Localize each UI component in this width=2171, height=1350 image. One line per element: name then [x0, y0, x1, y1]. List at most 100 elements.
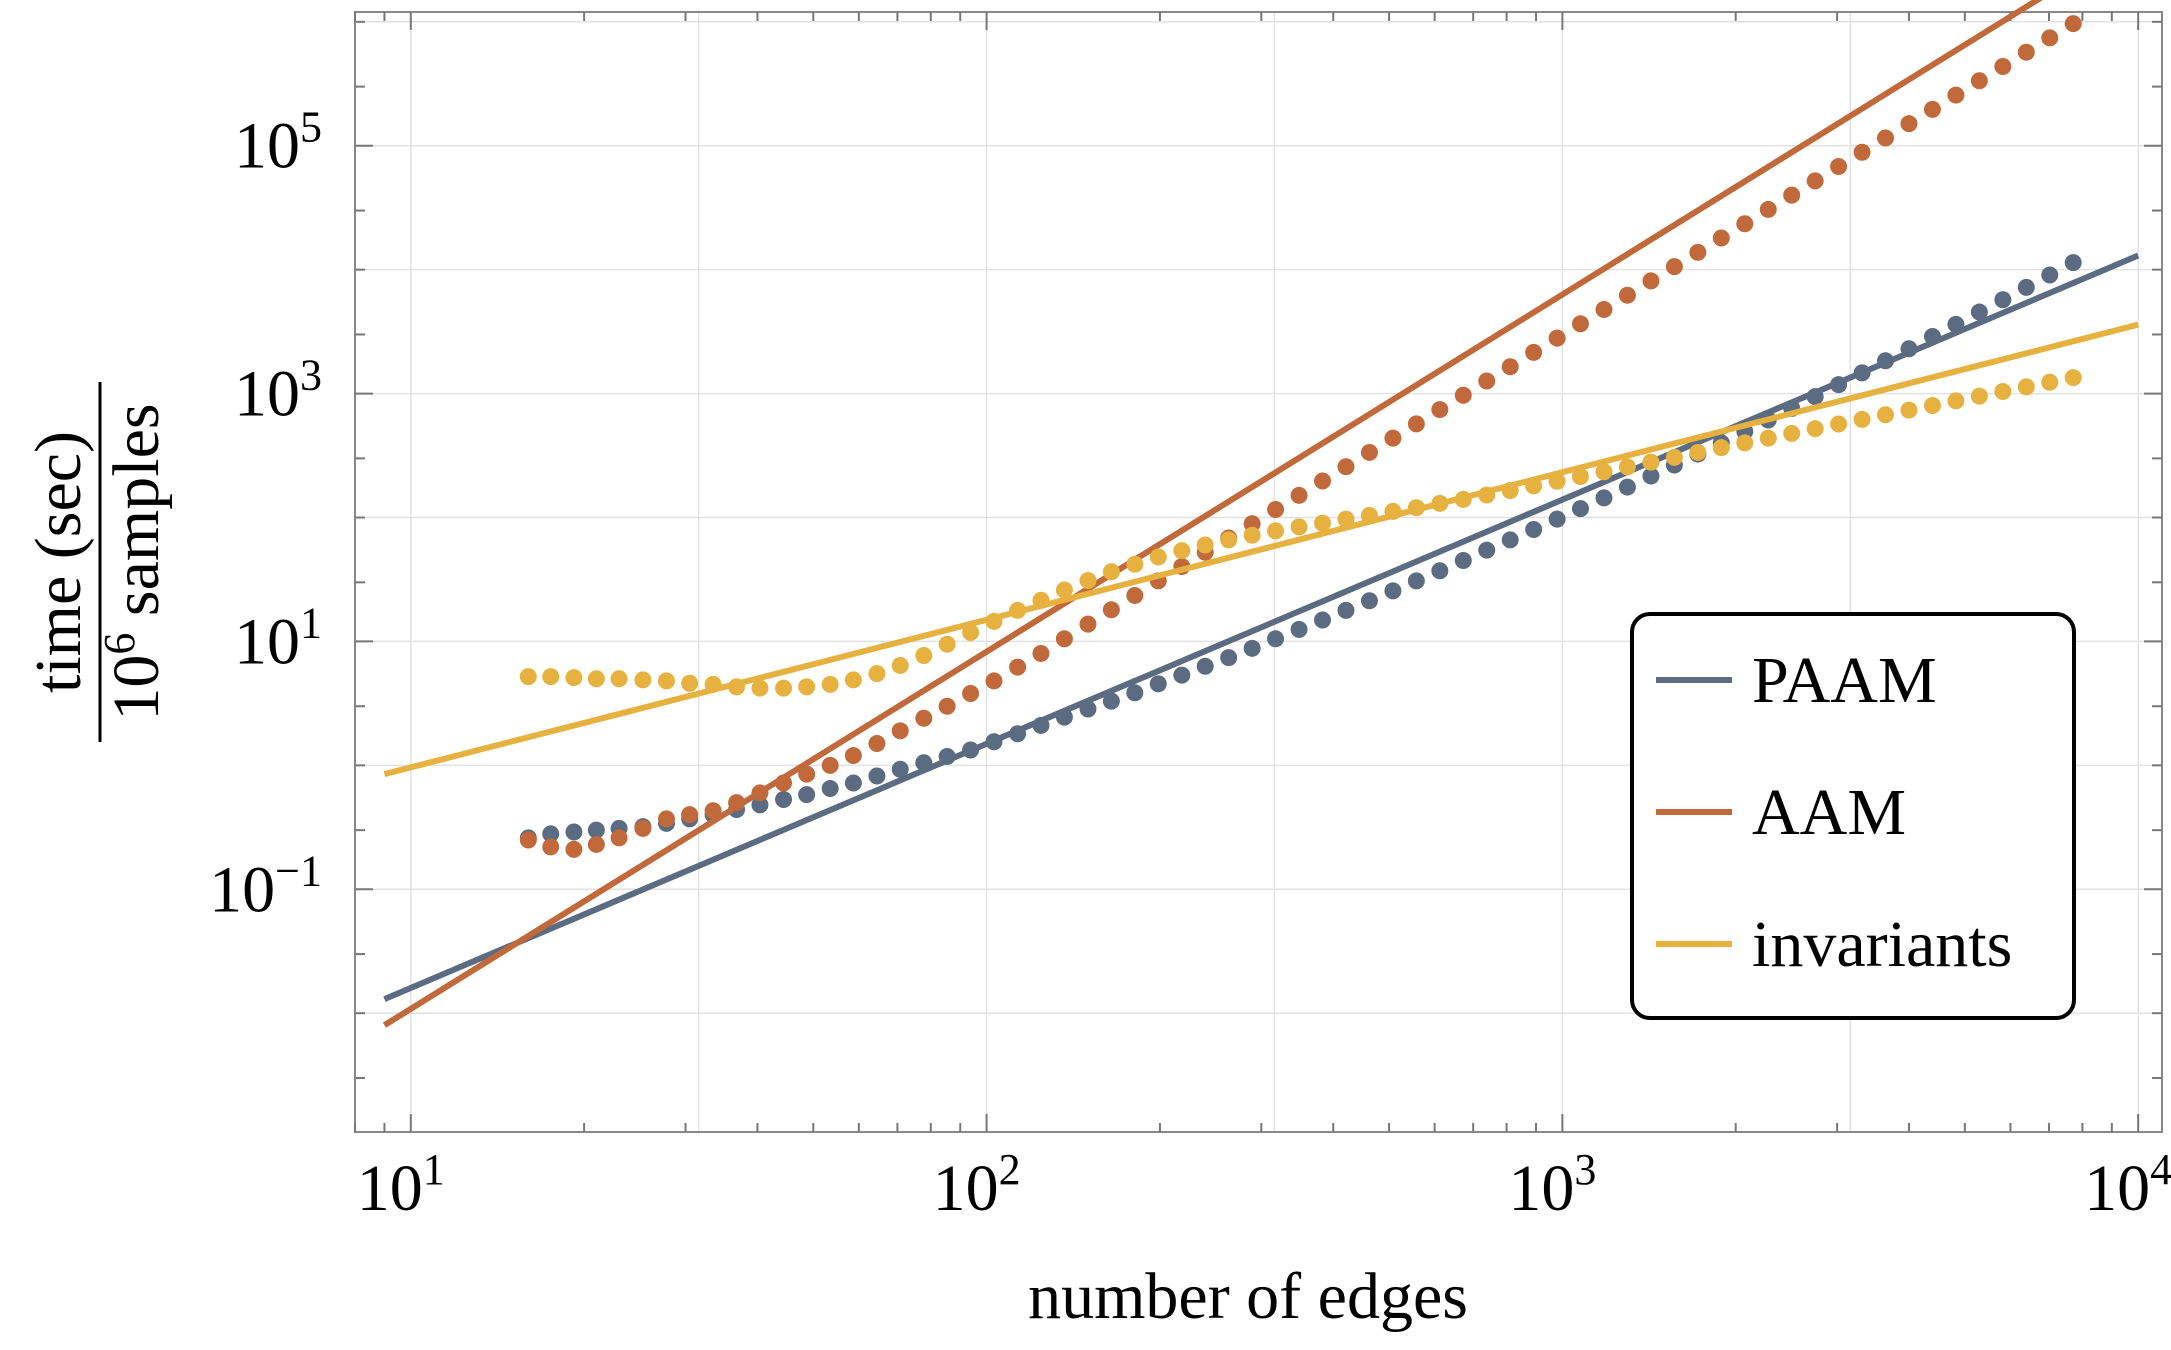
data-point-invariants — [1032, 591, 1050, 609]
data-point-invariants — [728, 678, 746, 696]
data-point-invariants — [1173, 542, 1191, 560]
data-point-aam — [1759, 200, 1777, 218]
data-point-aam — [1595, 301, 1613, 319]
data-point-aam — [891, 722, 909, 740]
data-point-invariants — [1267, 522, 1285, 540]
data-point-invariants — [1689, 443, 1707, 461]
data-point-paam — [962, 741, 980, 759]
data-point-invariants — [844, 671, 862, 689]
data-point-invariants — [1853, 410, 1871, 428]
data-point-aam — [1009, 658, 1027, 676]
data-point-aam — [610, 829, 628, 847]
data-point-aam — [938, 697, 956, 715]
data-point-aam — [1525, 343, 1543, 361]
data-point-aam — [1665, 258, 1683, 276]
data-point-aam — [2064, 15, 2082, 33]
y-tick-label: 105 — [234, 103, 322, 183]
data-point-paam — [985, 733, 1003, 751]
data-point-invariants — [1009, 601, 1027, 619]
data-point-aam — [1689, 243, 1707, 261]
data-point-invariants — [775, 679, 793, 697]
data-point-invariants — [1548, 472, 1566, 490]
data-point-paam — [2064, 254, 2082, 272]
data-point-aam — [1618, 286, 1636, 304]
data-point-invariants — [1079, 572, 1097, 590]
data-point-paam — [1149, 675, 1167, 693]
fit-line-invariants — [383, 321, 2139, 778]
data-point-aam — [1947, 86, 1965, 104]
data-point-invariants — [587, 670, 605, 688]
data-point-invariants — [1243, 526, 1261, 544]
data-point-aam — [657, 810, 675, 828]
legend-box — [1630, 612, 2076, 1020]
x-tick-label-base: 10 — [357, 1152, 423, 1225]
series-layer — [382, 0, 2140, 1028]
data-point-invariants — [1759, 429, 1777, 447]
fit-line-paam — [383, 252, 2140, 1002]
series-paam — [383, 252, 2140, 1002]
data-point-aam — [1431, 401, 1449, 419]
data-point-invariants — [1665, 448, 1683, 466]
data-point-paam — [1102, 692, 1120, 710]
data-point-aam — [1923, 100, 1941, 118]
x-tick-label: 101 — [357, 1145, 445, 1225]
data-point-paam — [1360, 592, 1378, 610]
data-point-paam — [1830, 376, 1848, 394]
data-point-paam — [798, 786, 816, 804]
y-axis-title-denominator-base: 10 — [100, 655, 173, 721]
y-axis-title-denominator-exp: 6 — [95, 633, 144, 655]
data-point-invariants — [2041, 373, 2059, 391]
data-point-paam — [1900, 340, 1918, 358]
data-point-paam — [1970, 303, 1988, 321]
data-point-aam — [634, 819, 652, 837]
data-point-aam — [1712, 229, 1730, 247]
x-tick-label-exp: 1 — [423, 1145, 445, 1194]
data-point-invariants — [751, 679, 769, 697]
data-point-paam — [1314, 611, 1332, 629]
data-point-invariants — [821, 675, 839, 693]
data-point-paam — [915, 754, 933, 772]
data-point-aam — [1102, 601, 1120, 619]
data-point-aam — [704, 802, 722, 820]
y-tick-label: 101 — [234, 598, 322, 678]
data-point-paam — [1032, 716, 1050, 734]
data-point-aam — [915, 709, 933, 727]
data-point-aam — [2017, 43, 2035, 61]
data-point-paam — [1525, 521, 1543, 539]
data-point-paam — [1994, 291, 2012, 309]
data-point-paam — [1243, 639, 1261, 657]
data-point-aam — [821, 756, 839, 774]
data-point-paam — [1642, 467, 1660, 485]
data-point-aam — [1783, 186, 1801, 204]
data-point-paam — [1196, 657, 1214, 675]
y-axis-title-numerator: time (sec) — [22, 431, 95, 693]
data-point-paam — [1923, 327, 1941, 345]
data-point-aam — [1290, 486, 1308, 504]
x-tick-labels: 101 102 103 104 — [357, 1145, 2171, 1225]
data-point-paam — [891, 760, 909, 778]
data-point-invariants — [681, 674, 699, 692]
data-point-paam — [1009, 725, 1027, 743]
data-point-invariants — [1149, 548, 1167, 566]
data-point-aam — [1970, 72, 1988, 90]
y-tick-label-base: 10 — [234, 358, 300, 431]
y-tick-label-base: 10 — [234, 605, 300, 678]
data-point-paam — [565, 823, 583, 841]
data-point-paam — [1853, 364, 1871, 382]
data-point-aam — [565, 840, 583, 858]
data-point-paam — [1173, 666, 1191, 684]
y-axis-title-denominator-rest: samples — [100, 403, 173, 632]
data-point-invariants — [1642, 453, 1660, 471]
data-point-paam — [1431, 562, 1449, 580]
data-point-invariants — [1806, 420, 1824, 438]
data-point-aam — [1806, 172, 1824, 190]
data-point-invariants — [1736, 434, 1754, 452]
y-tick-label-exp: 3 — [300, 351, 322, 400]
data-point-invariants — [1314, 514, 1332, 532]
data-point-aam — [1994, 57, 2012, 75]
data-point-paam — [1337, 601, 1355, 619]
data-point-paam — [1454, 551, 1472, 569]
data-point-paam — [1548, 510, 1566, 528]
